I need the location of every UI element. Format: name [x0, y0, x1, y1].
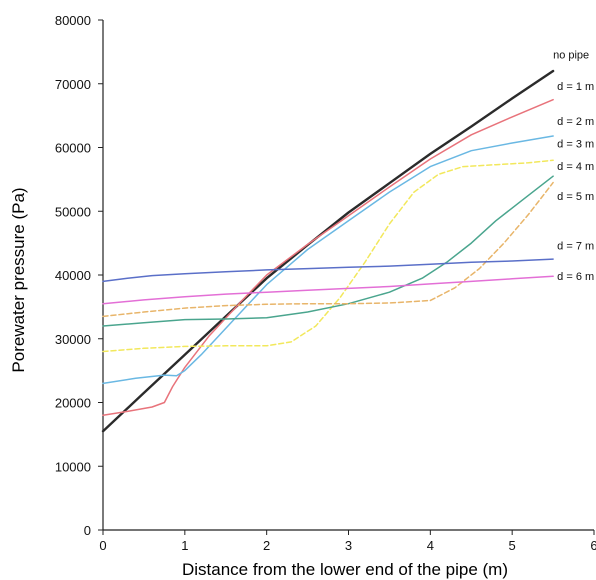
y-tick-label: 60000	[55, 141, 91, 156]
series-label: d = 1 m	[557, 81, 594, 93]
x-tick-label: 5	[509, 538, 516, 553]
series-layer	[101, 69, 555, 433]
series-line-d-4-m	[102, 175, 554, 327]
y-axis-title: Porewater pressure (Pa)	[9, 187, 28, 372]
series-label: no pipe	[553, 49, 589, 61]
series-label: d = 7 m	[557, 241, 594, 253]
series-line-d-6-m	[102, 275, 554, 305]
series-label: d = 4 m	[557, 161, 594, 173]
y-tick-label: 80000	[55, 13, 91, 28]
axes: 0 1 2 3 4 5 6 0 10000 20000 30000 40000 50000 60000 70…	[55, 13, 596, 553]
y-tick-label: 50000	[55, 204, 91, 219]
x-tick-label: 1	[181, 538, 188, 553]
y-tick-label: 40000	[55, 268, 91, 283]
y-tick-label: 10000	[55, 459, 91, 474]
x-tick-label: 6	[590, 538, 596, 553]
y-tick-label: 70000	[55, 77, 91, 92]
series-line-no-pipe	[101, 69, 555, 433]
series-label: d = 3 m	[557, 139, 594, 151]
y-tick-label: 20000	[55, 396, 91, 411]
y-tick-label: 30000	[55, 332, 91, 347]
series-label: d = 2 m	[557, 116, 594, 128]
y-tick-label: 0	[84, 523, 91, 538]
series-label: d = 5 m	[557, 191, 594, 203]
series-label-layer: no pipe d = 1 m d = 2 m d = 3 m d = 4 m d = 5…	[553, 49, 594, 283]
series-line-d-1-m	[102, 98, 554, 417]
series-line-d-3-m	[102, 159, 554, 353]
x-tick-label: 4	[427, 538, 434, 553]
series-line-d-7-m	[102, 258, 554, 283]
series-line-d-5-m	[102, 181, 554, 318]
x-tick-label: 3	[345, 538, 352, 553]
x-tick-label: 2	[263, 538, 270, 553]
series-label: d = 6 m	[557, 271, 594, 283]
x-tick-label: 0	[99, 538, 106, 553]
series-line-d-2-m	[102, 135, 554, 385]
x-axis-title: Distance from the lower end of the pipe …	[182, 560, 508, 579]
